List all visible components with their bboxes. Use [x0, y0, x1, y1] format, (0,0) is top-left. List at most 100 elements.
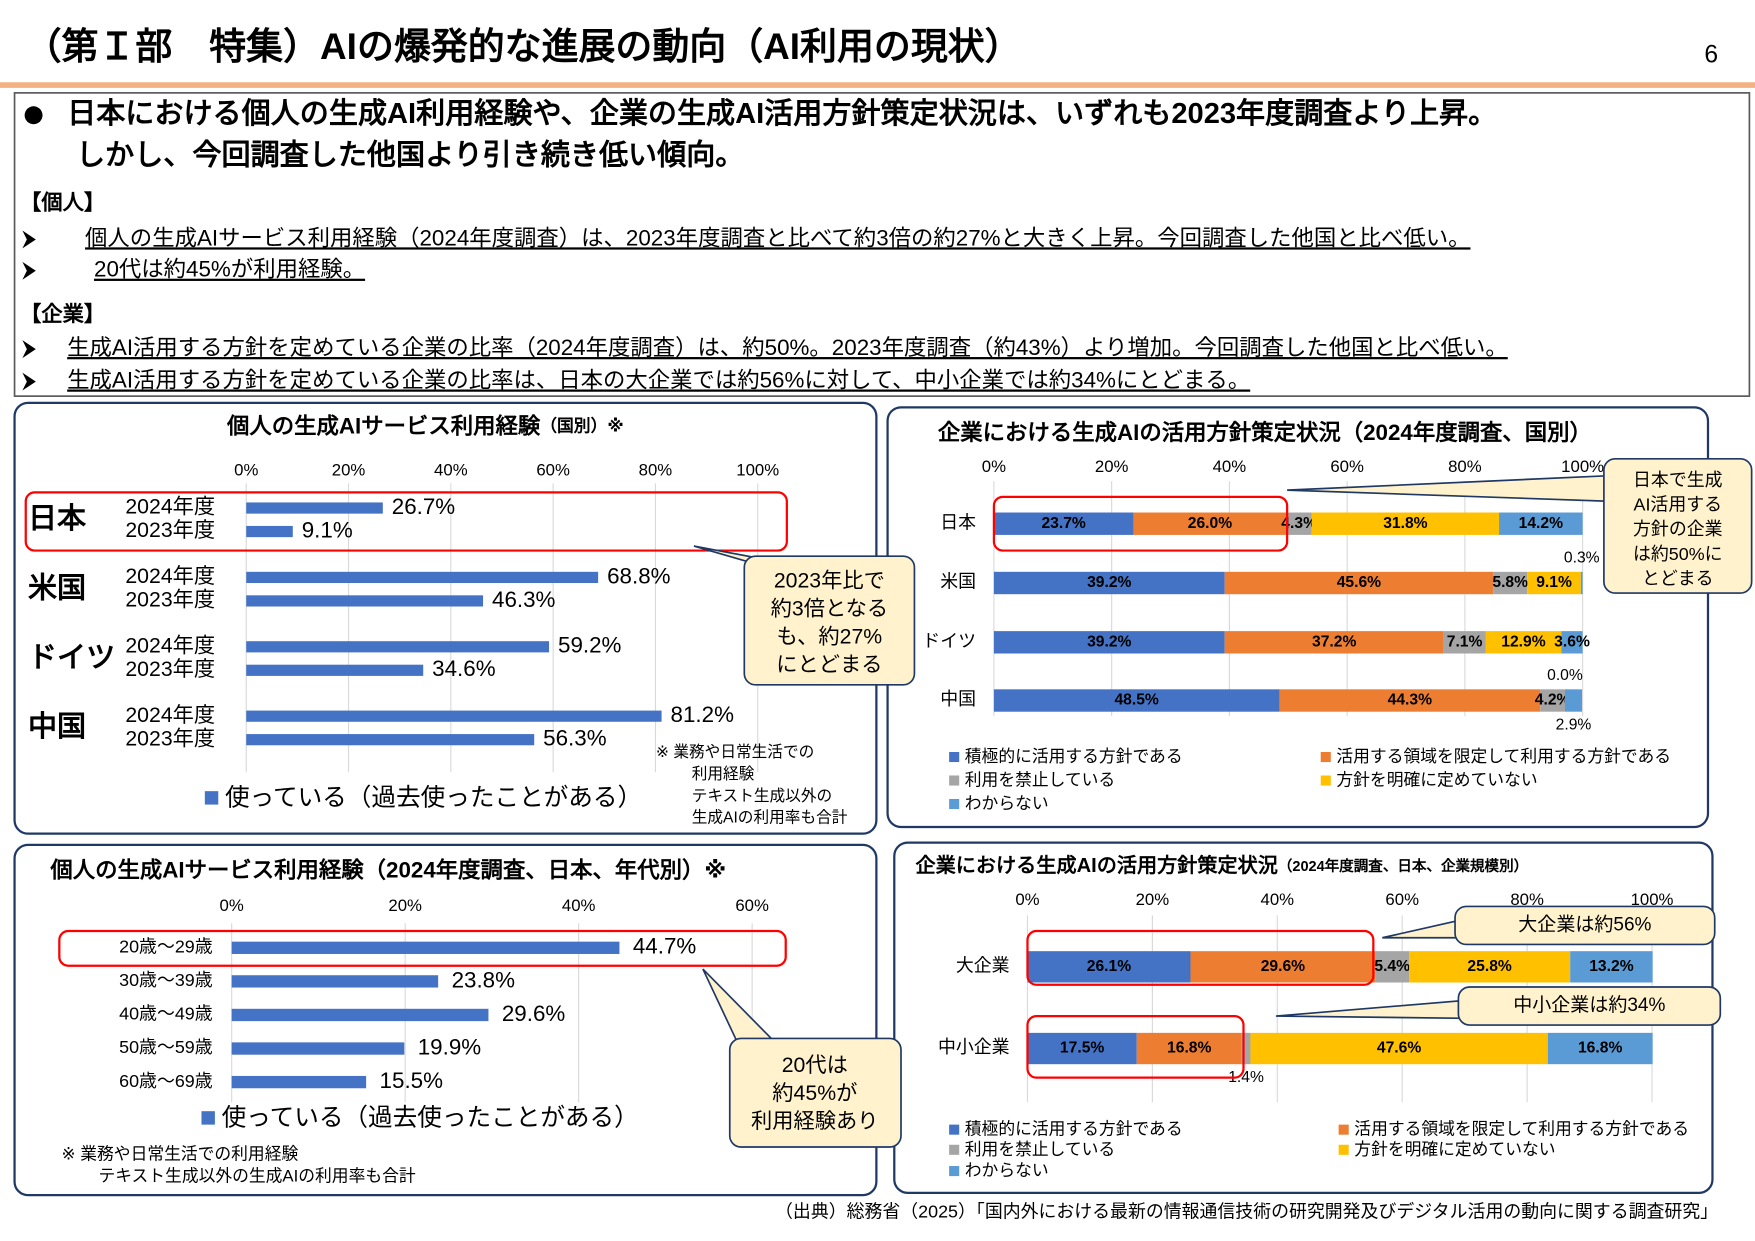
value-label: 47.6% [1377, 1040, 1421, 1057]
bar [246, 525, 293, 538]
legend-swatch [1320, 775, 1331, 786]
legend-label: 方針を明確に定めていない [1336, 771, 1537, 790]
x-tick-label: 100% [1631, 890, 1674, 909]
callout-text: にとどまる [776, 652, 882, 676]
callout-box [728, 1037, 902, 1148]
bullet-arrow [22, 230, 36, 249]
value-label: 59.2% [558, 633, 622, 658]
value-label: 68.8% [607, 563, 671, 588]
chart: 企業における生成AIの活用方針策定状況（2024年度調査、国別） 0% 20% 40%… [922, 419, 1753, 813]
x-tick-label: 40% [434, 461, 468, 480]
category-label: 中国 [940, 689, 976, 709]
bullet-text: 20代は約45%が利用経験。 [94, 257, 365, 282]
highlight [1026, 1014, 1245, 1079]
bar [246, 595, 484, 607]
bar-segment [1527, 571, 1581, 595]
bar-segment [1580, 571, 1583, 595]
headline: しかし、今回調査した他国より引き続き低い傾向。 [76, 138, 744, 171]
legend-label: 積極的に活用する方針である [965, 747, 1183, 766]
bar-segment [1485, 631, 1562, 654]
callout-box [1454, 905, 1716, 946]
bar-segment [1190, 951, 1376, 983]
value-label: 46.3% [492, 587, 556, 612]
category-label: 20歳～29歳 [119, 937, 213, 957]
category-label: 日本 [28, 502, 87, 535]
value-label: 31.8% [1383, 515, 1427, 532]
bullet-text: 生成AI活用する方針を定めている企業の比率は、日本の大企業では約56%に対して、… [67, 367, 1250, 392]
value-label: 81.2% [671, 702, 735, 727]
headline: 日本における個人の生成AI利用経験や、企業の生成AI活用方針策定状況は、いずれも… [67, 96, 1497, 130]
highlight [992, 495, 1289, 552]
bar-segment [1564, 689, 1583, 712]
value-label: 12.9% [1501, 633, 1545, 650]
callout-box [743, 555, 916, 686]
value-label: 37.2% [1312, 633, 1356, 650]
value-label: 15.5% [380, 1068, 444, 1093]
x-tick-label: 40% [1213, 457, 1247, 476]
chart-title: 企業における生成AIの活用方針策定状況（2024年度調査、日本、企業規模別） [916, 854, 1529, 878]
x-tick-label: 80% [1510, 890, 1544, 909]
bar [246, 641, 550, 653]
legend-label: 使っている（過去使ったことがある） [222, 1104, 639, 1132]
bar-segment [1133, 512, 1287, 535]
legend-label: 利用を禁止している [965, 1140, 1115, 1159]
legend-label: 活用する領域を限定して利用する方針である [1354, 1120, 1689, 1139]
callout-text: 方針の企業 [1633, 519, 1723, 539]
chart-subtitle: （国別）※ [540, 416, 623, 436]
x-tick-label: 0% [982, 457, 1006, 476]
chart-title-main: 個人の生成AIサービス利用経験 [226, 412, 541, 438]
series-label: 2024年度 [125, 495, 215, 519]
bar-segment [1547, 1032, 1653, 1065]
chart-subtitle: （2024年度調査、日本、企業規模別） [1278, 857, 1528, 875]
bullet-dot [24, 106, 43, 125]
bar [231, 1008, 489, 1022]
legend-swatch [204, 791, 219, 805]
legend-swatch [949, 1166, 960, 1177]
bar-segment [1027, 951, 1191, 983]
value-label: 26.0% [1188, 515, 1232, 532]
legend-label: 活用する領域を限定して利用する方針である [1336, 747, 1671, 766]
value-label: 13.2% [1589, 958, 1633, 975]
value-label: 16.8% [1578, 1040, 1622, 1057]
note: ※ 業務や日常生活での [656, 743, 814, 761]
chart: 個人の生成AIサービス利用経験（2024年度調査、日本、年代別）※ 0% 20% 40… [49, 857, 902, 1186]
callout-text: 2023年比で [774, 569, 885, 593]
bar [231, 1042, 405, 1055]
category-label: 大企業 [956, 956, 1010, 976]
x-tick-label: 80% [1448, 457, 1482, 476]
value-label: 23.7% [1041, 515, 1085, 532]
note: 生成AIの利用率も合計 [692, 809, 848, 827]
category-label: 50歳～59歳 [119, 1037, 213, 1057]
value-label: 29.6% [502, 1001, 566, 1026]
highlight [1026, 929, 1375, 986]
highlight [58, 929, 787, 967]
legend-swatch [949, 798, 960, 810]
category-label: 米国 [940, 572, 976, 592]
x-tick-label: 60% [536, 461, 570, 480]
x-tick-label: 60% [1385, 890, 1419, 909]
callout-pointer [1275, 999, 1466, 1020]
value-label: 29.6% [1261, 958, 1305, 975]
legend-swatch [1338, 1124, 1349, 1135]
bullet-arrow [22, 261, 36, 280]
x-tick-label: 60% [735, 896, 769, 915]
chart: 個人の生成AIサービス利用経験（国別）※ 0% 20% 40% 60% 80% 100% 日本… [24, 412, 916, 827]
legend-swatch [949, 1124, 960, 1135]
value-label: 4.2% [1535, 692, 1571, 709]
legend-swatch [949, 1144, 960, 1155]
page-number: 6 [1704, 41, 1718, 68]
value-label: 45.6% [1337, 574, 1381, 591]
value-label: 48.5% [1114, 692, 1158, 709]
series-label: 2024年度 [125, 703, 215, 727]
callout-text: 20代は [782, 1053, 848, 1077]
callout-text: とどまる [1642, 568, 1714, 588]
legend-swatch [201, 1111, 215, 1125]
bar-segment [1375, 951, 1410, 983]
value-label: 39.2% [1087, 633, 1131, 650]
bar-segment [1540, 689, 1565, 712]
category-label: 日本 [940, 512, 976, 532]
source: （出典）総務省（2025）「国内外における最新の情報通信技術の研究開発及びデジタ… [775, 1202, 1718, 1222]
callout-box [1457, 986, 1722, 1026]
value-label: 44.7% [633, 934, 697, 959]
callout-text: 中小企業は約34% [1513, 994, 1665, 1016]
